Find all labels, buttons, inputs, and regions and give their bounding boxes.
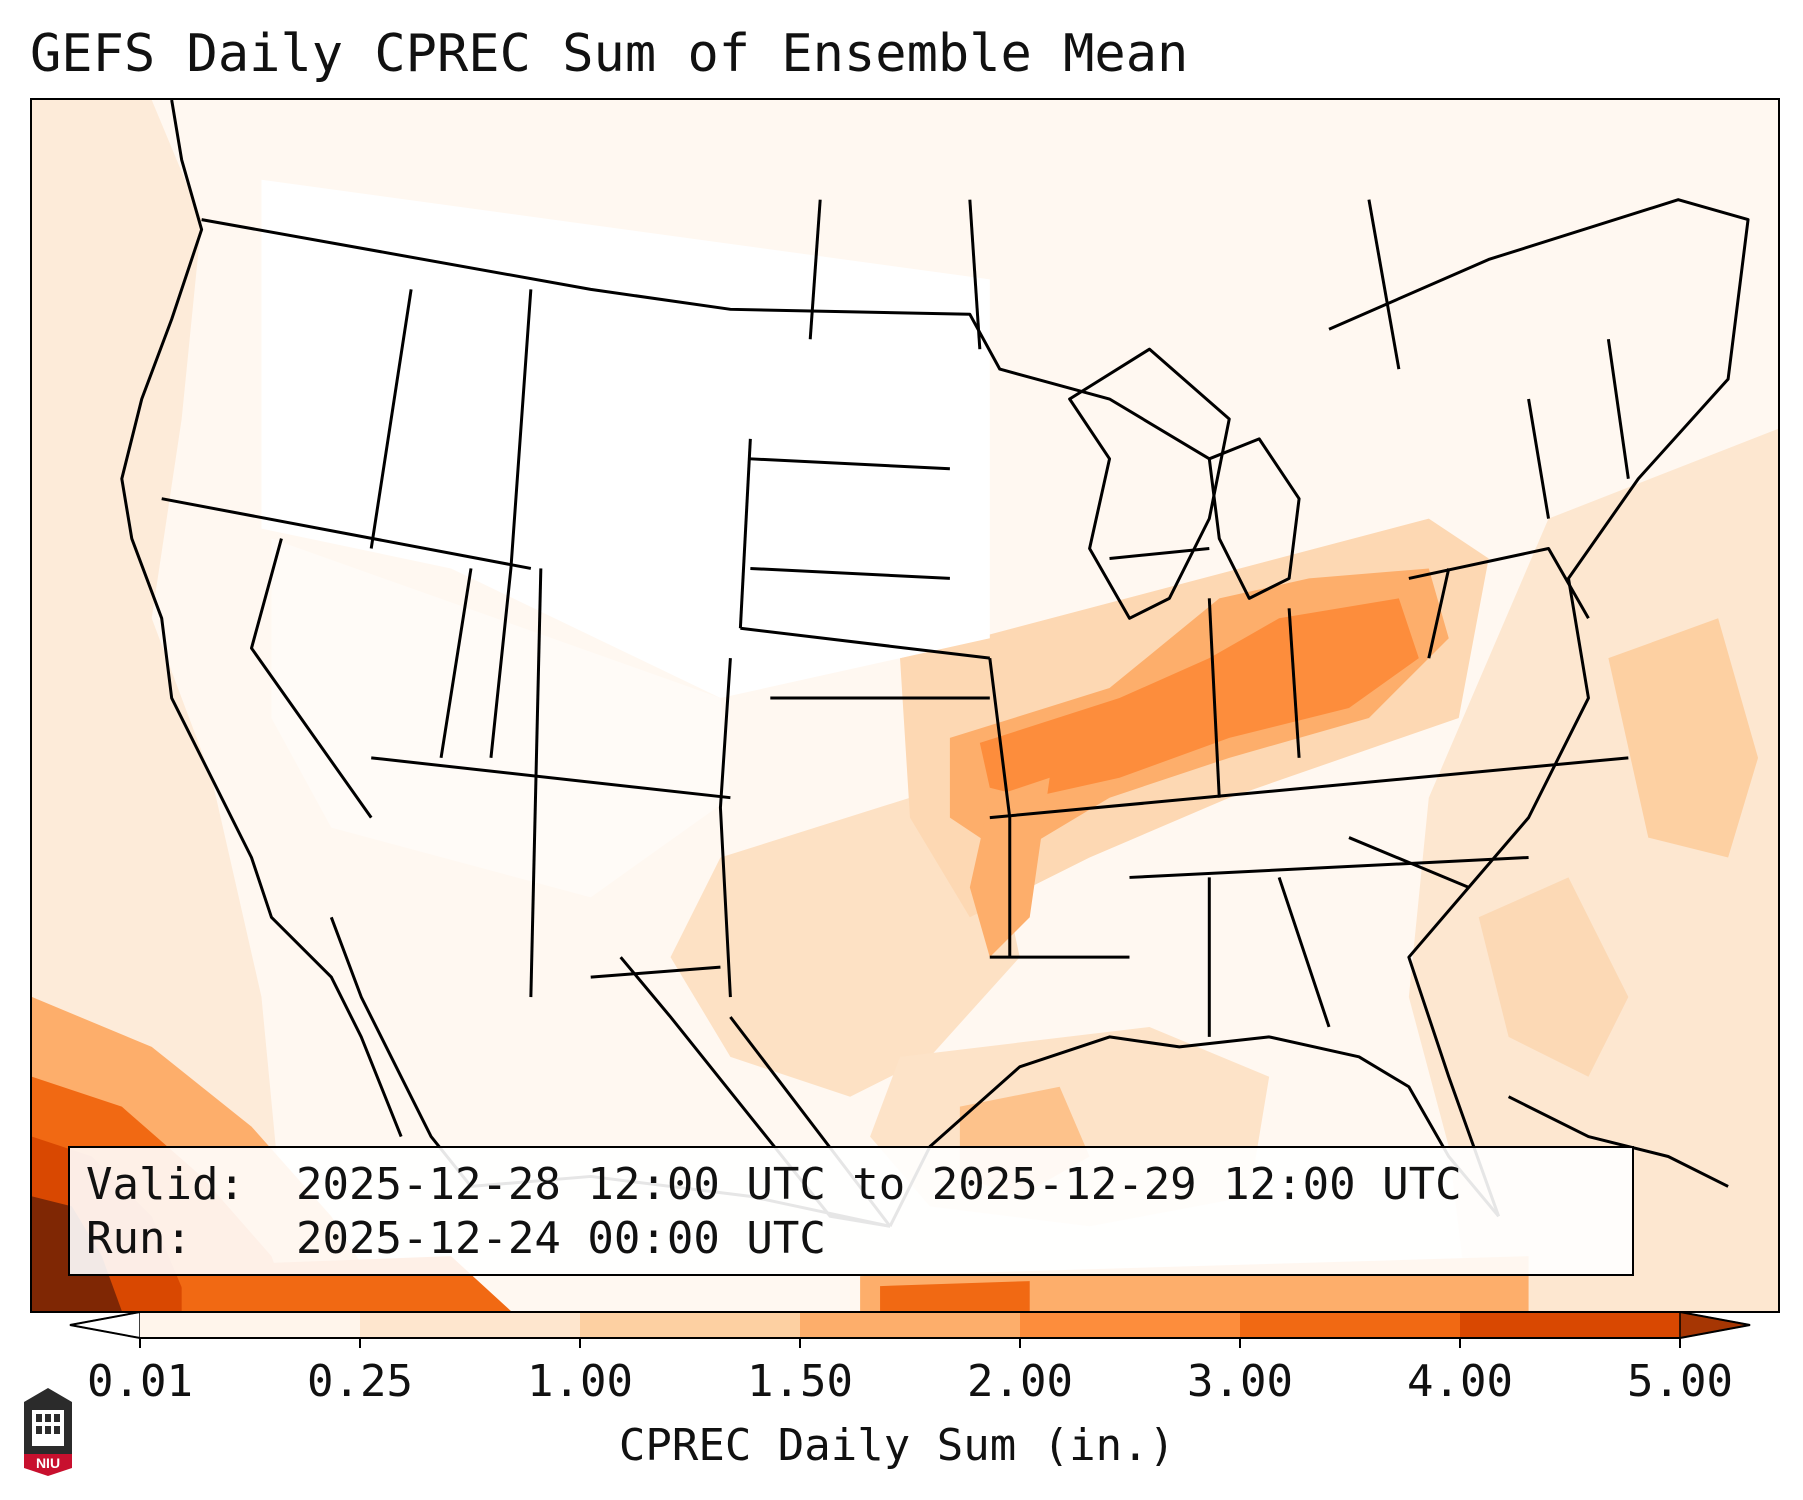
- state-line-31: [968, 199, 982, 350]
- state-line-27: [1109, 547, 1210, 560]
- precip-texas-band: [670, 797, 1020, 1097]
- valid-value: 2025-12-28 12:00 UTC to 2025-12-29 12:00…: [296, 1159, 1462, 1210]
- state-line-15: [1129, 856, 1529, 879]
- colorbar-tick-label: 3.00: [1187, 1356, 1293, 1407]
- colorbar-segment: [800, 1312, 1021, 1338]
- svg-text:NIU: NIU: [36, 1455, 60, 1471]
- state-line-11: [750, 566, 950, 580]
- state-line-2: [489, 289, 533, 758]
- state-line-16: [1207, 598, 1221, 798]
- state-line-29: [1606, 338, 1630, 479]
- valid-row: Valid: 2025-12-28 12:00 UTC to 2025-12-29…: [86, 1158, 1616, 1212]
- precip-midwest-strong: [979, 598, 1419, 798]
- run-row: Run: 2025-12-24 00:00 UTC: [86, 1212, 1616, 1266]
- colorbar-segment: [580, 1312, 801, 1338]
- run-value: 2025-12-24 00:00 UTC: [296, 1213, 826, 1264]
- precip-atlantic-medium: [1608, 618, 1759, 858]
- state-line-6: [529, 568, 543, 998]
- colorbar-segment: [1020, 1312, 1241, 1338]
- state-line-25: [369, 289, 413, 549]
- state-line-19: [1277, 876, 1331, 1028]
- validity-info-box: Valid: 2025-12-28 12:00 UTC to 2025-12-29…: [68, 1146, 1634, 1276]
- precip-pacific-field: [32, 100, 292, 1311]
- state-line-20: [1408, 547, 1590, 620]
- gulf-coast-outline: [888, 1035, 1500, 1227]
- state-line-3: [250, 538, 373, 819]
- precip-southwest-clear: [271, 538, 731, 898]
- colorbar-extend-low: [69, 1311, 141, 1339]
- colorbar-tick-label: 1.50: [747, 1356, 853, 1407]
- run-label: Run:: [86, 1213, 192, 1264]
- state-line-1: [161, 497, 532, 570]
- state-line-10: [750, 457, 950, 471]
- colorbar-segment: [1460, 1312, 1681, 1338]
- colorbar-label: CPREC Daily Sum (in.): [618, 1420, 1176, 1471]
- state-line-4: [371, 756, 731, 800]
- state-line-26: [439, 568, 473, 759]
- lake-michigan: [1207, 437, 1301, 600]
- state-line-32: [1367, 199, 1401, 370]
- precipitation-map: [30, 98, 1780, 1313]
- precip-nw-clear: [261, 179, 990, 699]
- state-line-21: [1427, 568, 1451, 659]
- state-line-24: [590, 965, 721, 979]
- west-coast-outline: [120, 100, 403, 1138]
- niu-logo: NIU: [24, 1388, 72, 1476]
- state-line-28: [1527, 398, 1551, 519]
- state-line-8: [740, 626, 990, 660]
- state-line-13: [989, 756, 1629, 820]
- colorbar-tick-label: 2.00: [967, 1356, 1073, 1407]
- precip-shading: [32, 100, 1778, 1311]
- colorbar-tick-label: 0.25: [307, 1356, 413, 1407]
- colorbar-tick-label: 5.00: [1627, 1356, 1733, 1407]
- precip-southeast-strong: [880, 1281, 1030, 1311]
- precip-atlantic-medium-2: [1478, 877, 1629, 1077]
- colorbar-segment: [140, 1312, 361, 1338]
- state-line-17: [1287, 608, 1301, 758]
- colorbar-segment: [1240, 1312, 1461, 1338]
- state-line-30: [808, 199, 822, 340]
- state-line-5: [718, 658, 732, 998]
- colorbar: [69, 1311, 1751, 1348]
- great-lakes-outline: [1068, 347, 1231, 620]
- colorbar-tick-label: 4.00: [1407, 1356, 1513, 1407]
- colorbar-segment: [360, 1312, 581, 1338]
- page-title: GEFS Daily CPREC Sum of Ensemble Mean: [30, 24, 1189, 84]
- canada-border: [201, 218, 1211, 461]
- valid-label: Valid:: [86, 1159, 245, 1210]
- colorbar-extend-high: [1679, 1311, 1751, 1339]
- state-line-7: [738, 438, 752, 629]
- state-line-22: [1348, 836, 1470, 889]
- colorbar-tick-label: 0.01: [87, 1356, 193, 1407]
- colorbar-tick-label: 1.00: [527, 1356, 633, 1407]
- map-canvas: [32, 100, 1778, 1311]
- state-line-9: [988, 657, 1012, 958]
- east-coast-outline: [1328, 198, 1750, 1217]
